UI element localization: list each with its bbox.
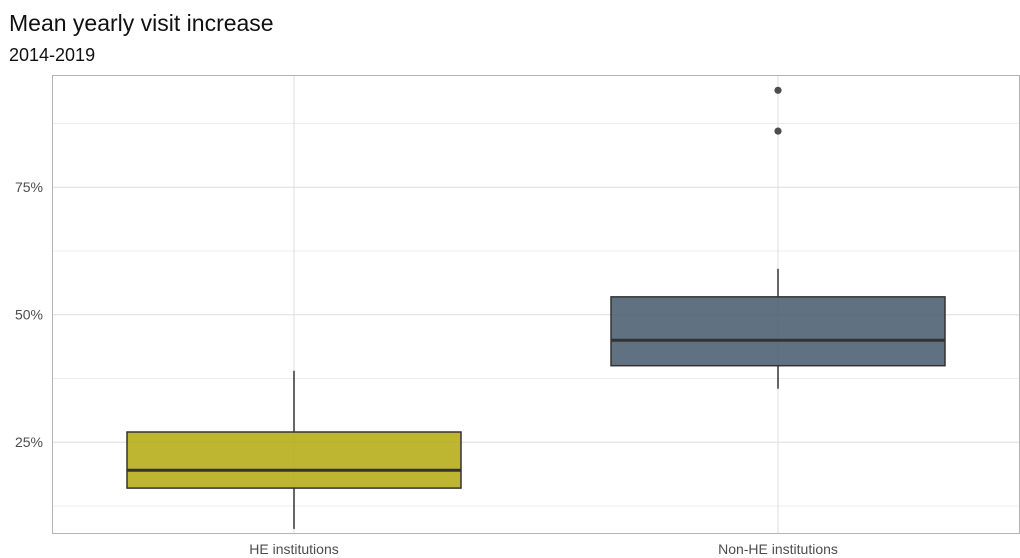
outlier-point	[774, 86, 782, 94]
y-tick-label: 50%	[15, 307, 43, 323]
x-tick-label: HE institutions	[249, 541, 338, 557]
y-tick-label: 25%	[15, 434, 43, 450]
box	[610, 296, 946, 367]
y-tick-label: 75%	[15, 179, 43, 195]
chart-title: Mean yearly visit increase	[9, 10, 274, 36]
outlier-point	[774, 127, 782, 135]
chart-subtitle: 2014-2019	[9, 45, 96, 65]
box	[126, 431, 462, 489]
x-tick-label: Non-HE institutions	[718, 541, 838, 557]
